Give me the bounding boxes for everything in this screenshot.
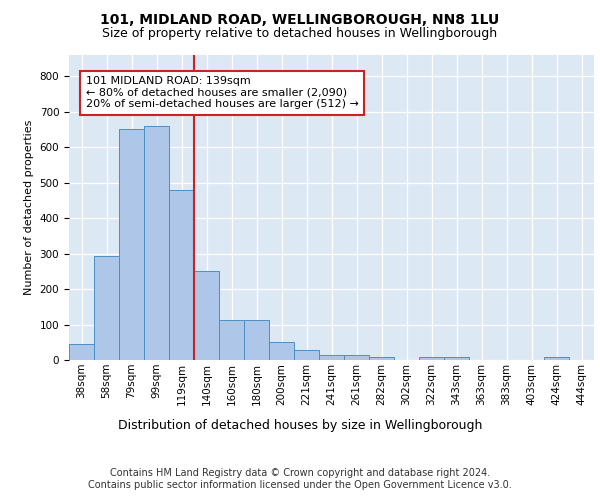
Text: Distribution of detached houses by size in Wellingborough: Distribution of detached houses by size …	[118, 420, 482, 432]
Bar	[369, 357, 394, 360]
Text: Contains HM Land Registry data © Crown copyright and database right 2024.: Contains HM Land Registry data © Crown c…	[110, 468, 490, 477]
Text: Contains public sector information licensed under the Open Government Licence v3: Contains public sector information licen…	[88, 480, 512, 490]
Bar	[219, 320, 244, 360]
Text: 101 MIDLAND ROAD: 139sqm
← 80% of detached houses are smaller (2,090)
20% of sem: 101 MIDLAND ROAD: 139sqm ← 80% of detach…	[86, 76, 359, 110]
Bar	[444, 357, 469, 360]
Bar	[144, 126, 169, 360]
Bar	[419, 357, 444, 360]
Text: 101, MIDLAND ROAD, WELLINGBOROUGH, NN8 1LU: 101, MIDLAND ROAD, WELLINGBOROUGH, NN8 1…	[100, 12, 500, 26]
Bar	[169, 190, 194, 360]
Text: Size of property relative to detached houses in Wellingborough: Size of property relative to detached ho…	[103, 28, 497, 40]
Bar	[294, 350, 319, 360]
Bar	[194, 270, 219, 360]
Bar	[344, 354, 369, 360]
Bar	[319, 354, 344, 360]
Bar	[69, 344, 94, 360]
Bar	[269, 342, 294, 360]
Bar	[244, 320, 269, 360]
Bar	[94, 256, 119, 360]
Bar	[119, 129, 144, 360]
Bar	[544, 357, 569, 360]
Y-axis label: Number of detached properties: Number of detached properties	[24, 120, 34, 295]
